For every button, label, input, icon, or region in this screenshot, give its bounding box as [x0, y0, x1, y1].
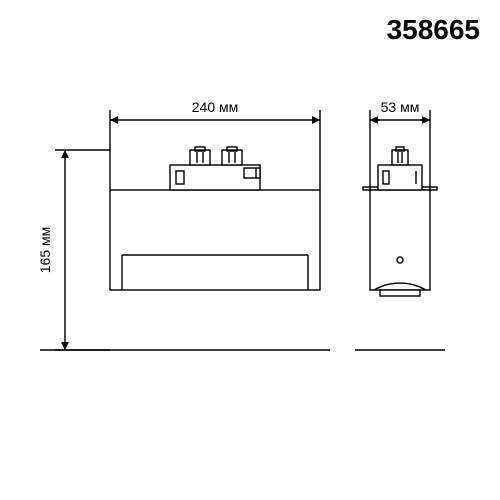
technical-diagram: 240 мм 165 мм 53 мм: [0, 0, 500, 500]
svg-text:240 мм: 240 мм: [192, 99, 239, 115]
product-code: 358665: [387, 14, 480, 46]
svg-text:165 мм: 165 мм: [37, 227, 53, 274]
svg-text:53 мм: 53 мм: [381, 99, 420, 115]
